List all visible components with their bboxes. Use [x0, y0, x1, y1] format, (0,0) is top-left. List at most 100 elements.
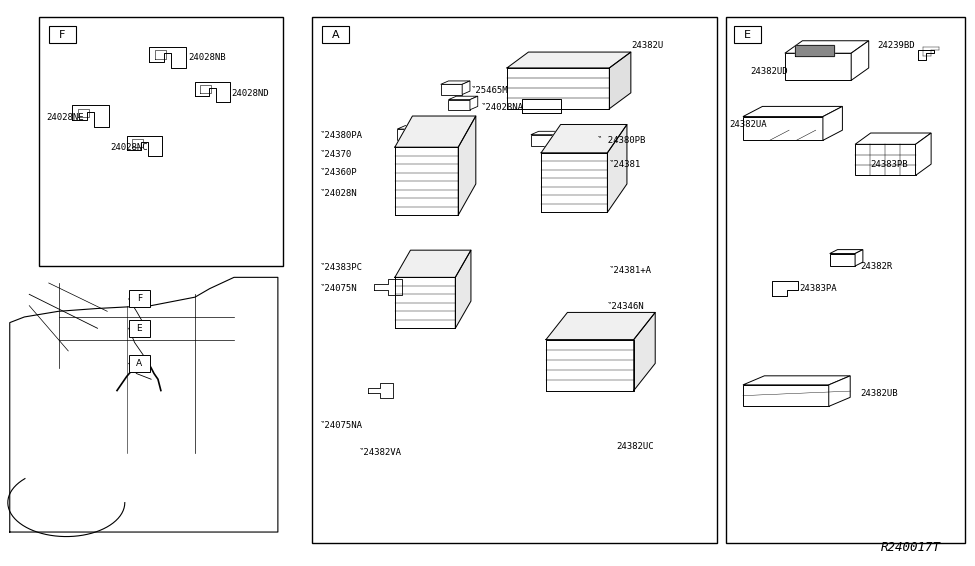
Polygon shape: [507, 52, 631, 68]
Polygon shape: [448, 96, 478, 100]
Text: A: A: [332, 29, 339, 40]
Bar: [129, 355, 150, 372]
Polygon shape: [823, 106, 842, 140]
Text: ‶ 24380PB: ‶ 24380PB: [597, 136, 645, 145]
Polygon shape: [541, 153, 607, 212]
Text: ‶24028N: ‶24028N: [320, 189, 358, 198]
Polygon shape: [455, 250, 471, 328]
Polygon shape: [918, 50, 934, 59]
Text: ‶24346N: ‶24346N: [606, 302, 644, 311]
Bar: [312, 17, 717, 543]
Text: ‶24370: ‶24370: [320, 150, 352, 159]
Bar: [726, 17, 965, 543]
Bar: [129, 320, 150, 337]
Text: ‶24381: ‶24381: [608, 160, 641, 169]
Text: F: F: [59, 29, 65, 40]
Text: R240017T: R240017T: [880, 541, 941, 554]
Text: 24382U: 24382U: [632, 41, 664, 50]
Text: 24383PA: 24383PA: [800, 284, 838, 293]
Text: ‶24383PC: ‶24383PC: [320, 263, 363, 272]
Polygon shape: [395, 116, 476, 147]
Polygon shape: [743, 385, 829, 406]
Text: 24382R: 24382R: [860, 261, 892, 271]
Polygon shape: [829, 376, 850, 406]
Polygon shape: [549, 151, 586, 154]
Text: 24028NC: 24028NC: [110, 143, 148, 152]
Text: ‶24380PA: ‶24380PA: [320, 131, 363, 140]
Text: ‶25465M: ‶25465M: [471, 86, 509, 95]
Text: 24028ND: 24028ND: [231, 89, 269, 98]
Polygon shape: [396, 187, 419, 198]
Text: 24382UB: 24382UB: [860, 389, 898, 398]
Text: ‶24360P: ‶24360P: [320, 168, 358, 177]
Polygon shape: [785, 53, 851, 80]
Polygon shape: [462, 81, 470, 95]
Text: ‶24075NA: ‶24075NA: [320, 421, 363, 430]
Text: A: A: [136, 359, 142, 368]
Polygon shape: [395, 250, 471, 277]
Text: ‶24381+A: ‶24381+A: [608, 266, 651, 275]
Polygon shape: [396, 147, 419, 158]
Polygon shape: [830, 250, 863, 254]
Bar: [49, 26, 76, 43]
Polygon shape: [531, 131, 564, 135]
Polygon shape: [546, 340, 634, 391]
Polygon shape: [395, 277, 455, 328]
Polygon shape: [396, 144, 427, 147]
Polygon shape: [772, 281, 798, 296]
Polygon shape: [743, 376, 850, 385]
Polygon shape: [546, 312, 655, 340]
Text: E: E: [744, 29, 752, 40]
Polygon shape: [398, 129, 421, 140]
Polygon shape: [830, 254, 855, 266]
Text: 24382UD: 24382UD: [751, 67, 789, 76]
Polygon shape: [855, 144, 916, 175]
Text: ‶24075N: ‶24075N: [320, 284, 358, 293]
Polygon shape: [374, 279, 402, 295]
Text: ‶24382VA: ‶24382VA: [359, 448, 402, 457]
Polygon shape: [855, 133, 931, 144]
Text: ‶24028NA: ‶24028NA: [481, 103, 524, 112]
Text: 24382UA: 24382UA: [729, 120, 767, 129]
Polygon shape: [609, 52, 631, 109]
Polygon shape: [396, 166, 419, 177]
Polygon shape: [398, 126, 429, 129]
Polygon shape: [556, 131, 564, 146]
Polygon shape: [448, 100, 470, 110]
Polygon shape: [916, 133, 931, 175]
Text: 24383PB: 24383PB: [871, 160, 909, 169]
Bar: [734, 26, 761, 43]
Polygon shape: [470, 96, 478, 110]
Polygon shape: [785, 41, 869, 53]
Polygon shape: [396, 162, 427, 166]
Bar: [39, 17, 283, 266]
Polygon shape: [368, 383, 393, 398]
Polygon shape: [458, 116, 476, 215]
Polygon shape: [549, 154, 578, 169]
Polygon shape: [507, 68, 609, 109]
Polygon shape: [578, 151, 586, 169]
Polygon shape: [419, 162, 427, 177]
Text: F: F: [136, 294, 142, 303]
Polygon shape: [743, 106, 842, 117]
Polygon shape: [795, 45, 834, 56]
Bar: [129, 290, 150, 307]
Polygon shape: [607, 125, 627, 212]
Polygon shape: [855, 250, 863, 266]
Polygon shape: [531, 135, 556, 146]
Text: 24028NE: 24028NE: [46, 113, 84, 122]
Polygon shape: [541, 125, 627, 153]
Polygon shape: [743, 117, 823, 140]
Text: 24239BD: 24239BD: [878, 41, 916, 50]
Polygon shape: [851, 41, 869, 80]
Polygon shape: [634, 312, 655, 391]
Text: E: E: [136, 324, 142, 333]
Polygon shape: [441, 84, 462, 95]
Polygon shape: [522, 99, 561, 113]
Polygon shape: [396, 183, 427, 187]
Polygon shape: [395, 147, 458, 215]
Text: 24382UC: 24382UC: [616, 441, 654, 451]
Polygon shape: [421, 126, 429, 140]
Polygon shape: [441, 81, 470, 84]
Polygon shape: [419, 144, 427, 158]
